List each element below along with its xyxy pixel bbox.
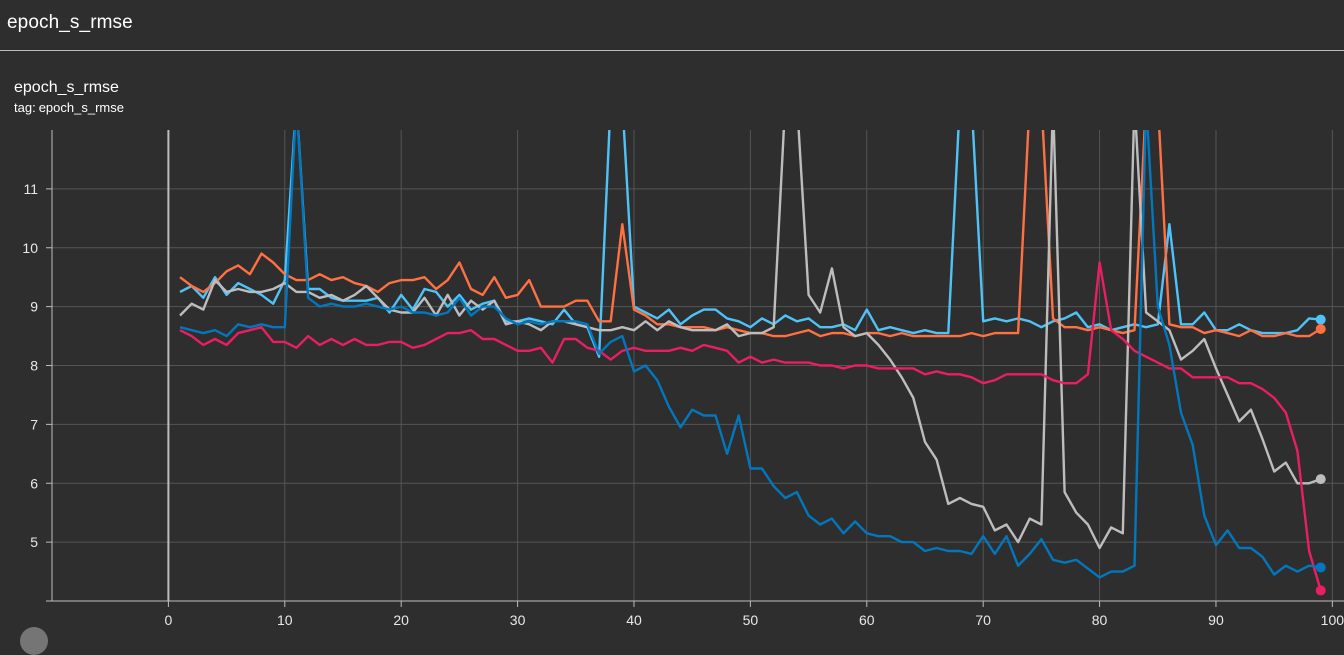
grid-layer <box>52 130 1344 601</box>
series-end-marker <box>1315 585 1326 596</box>
y-tick-label: 6 <box>30 475 38 491</box>
x-tick-label: 20 <box>393 612 409 628</box>
series-line <box>179 130 1321 579</box>
series-line <box>179 130 1322 550</box>
markers-layer <box>1315 314 1326 596</box>
axes-layer <box>46 130 1344 607</box>
x-tick-label: 0 <box>164 612 172 628</box>
series-line <box>179 130 1321 358</box>
chart-plot[interactable]: 5 6 7 8 9 10 11 0 10 20 30 40 50 60 70 80 90 100 <box>0 0 1344 635</box>
chart-card-tag: tag: epoch_s_rmse <box>14 100 124 115</box>
y-tick-label: 11 <box>23 181 38 197</box>
x-tick-label: 90 <box>1208 612 1224 628</box>
x-tick-label: 60 <box>859 612 875 628</box>
series-end-marker <box>1315 562 1326 573</box>
series-end-marker <box>1315 474 1326 485</box>
y-tick-label: 9 <box>30 299 38 315</box>
x-tick-label: 100 <box>1321 612 1344 628</box>
page-header: epoch_s_rmse <box>0 0 1344 51</box>
x-tick-label: 40 <box>626 612 642 628</box>
y-tick-label: 8 <box>30 358 38 374</box>
page-title: epoch_s_rmse <box>7 12 133 33</box>
y-tick-label: 5 <box>30 534 38 550</box>
series-end-marker <box>1315 314 1326 325</box>
tag-prefix: tag: <box>14 100 36 115</box>
x-tick-label: 30 <box>510 612 526 628</box>
x-tick-label: 70 <box>975 612 991 628</box>
x-tick-label: 50 <box>743 612 759 628</box>
x-tick-label: 80 <box>1092 612 1108 628</box>
series-line <box>179 261 1322 591</box>
y-tick-label: 7 <box>30 416 38 432</box>
series-layer <box>179 130 1322 591</box>
y-tick-label: 10 <box>22 240 38 256</box>
fit-domain-button[interactable] <box>20 627 48 655</box>
chart-card-title: epoch_s_rmse <box>14 79 119 96</box>
x-tick-label: 10 <box>277 612 293 628</box>
tag-value: epoch_s_rmse <box>38 100 124 115</box>
series-end-marker <box>1315 323 1326 334</box>
tick-labels-layer: 5 6 7 8 9 10 11 0 10 20 30 40 50 60 70 80 90 100 <box>22 181 1344 628</box>
